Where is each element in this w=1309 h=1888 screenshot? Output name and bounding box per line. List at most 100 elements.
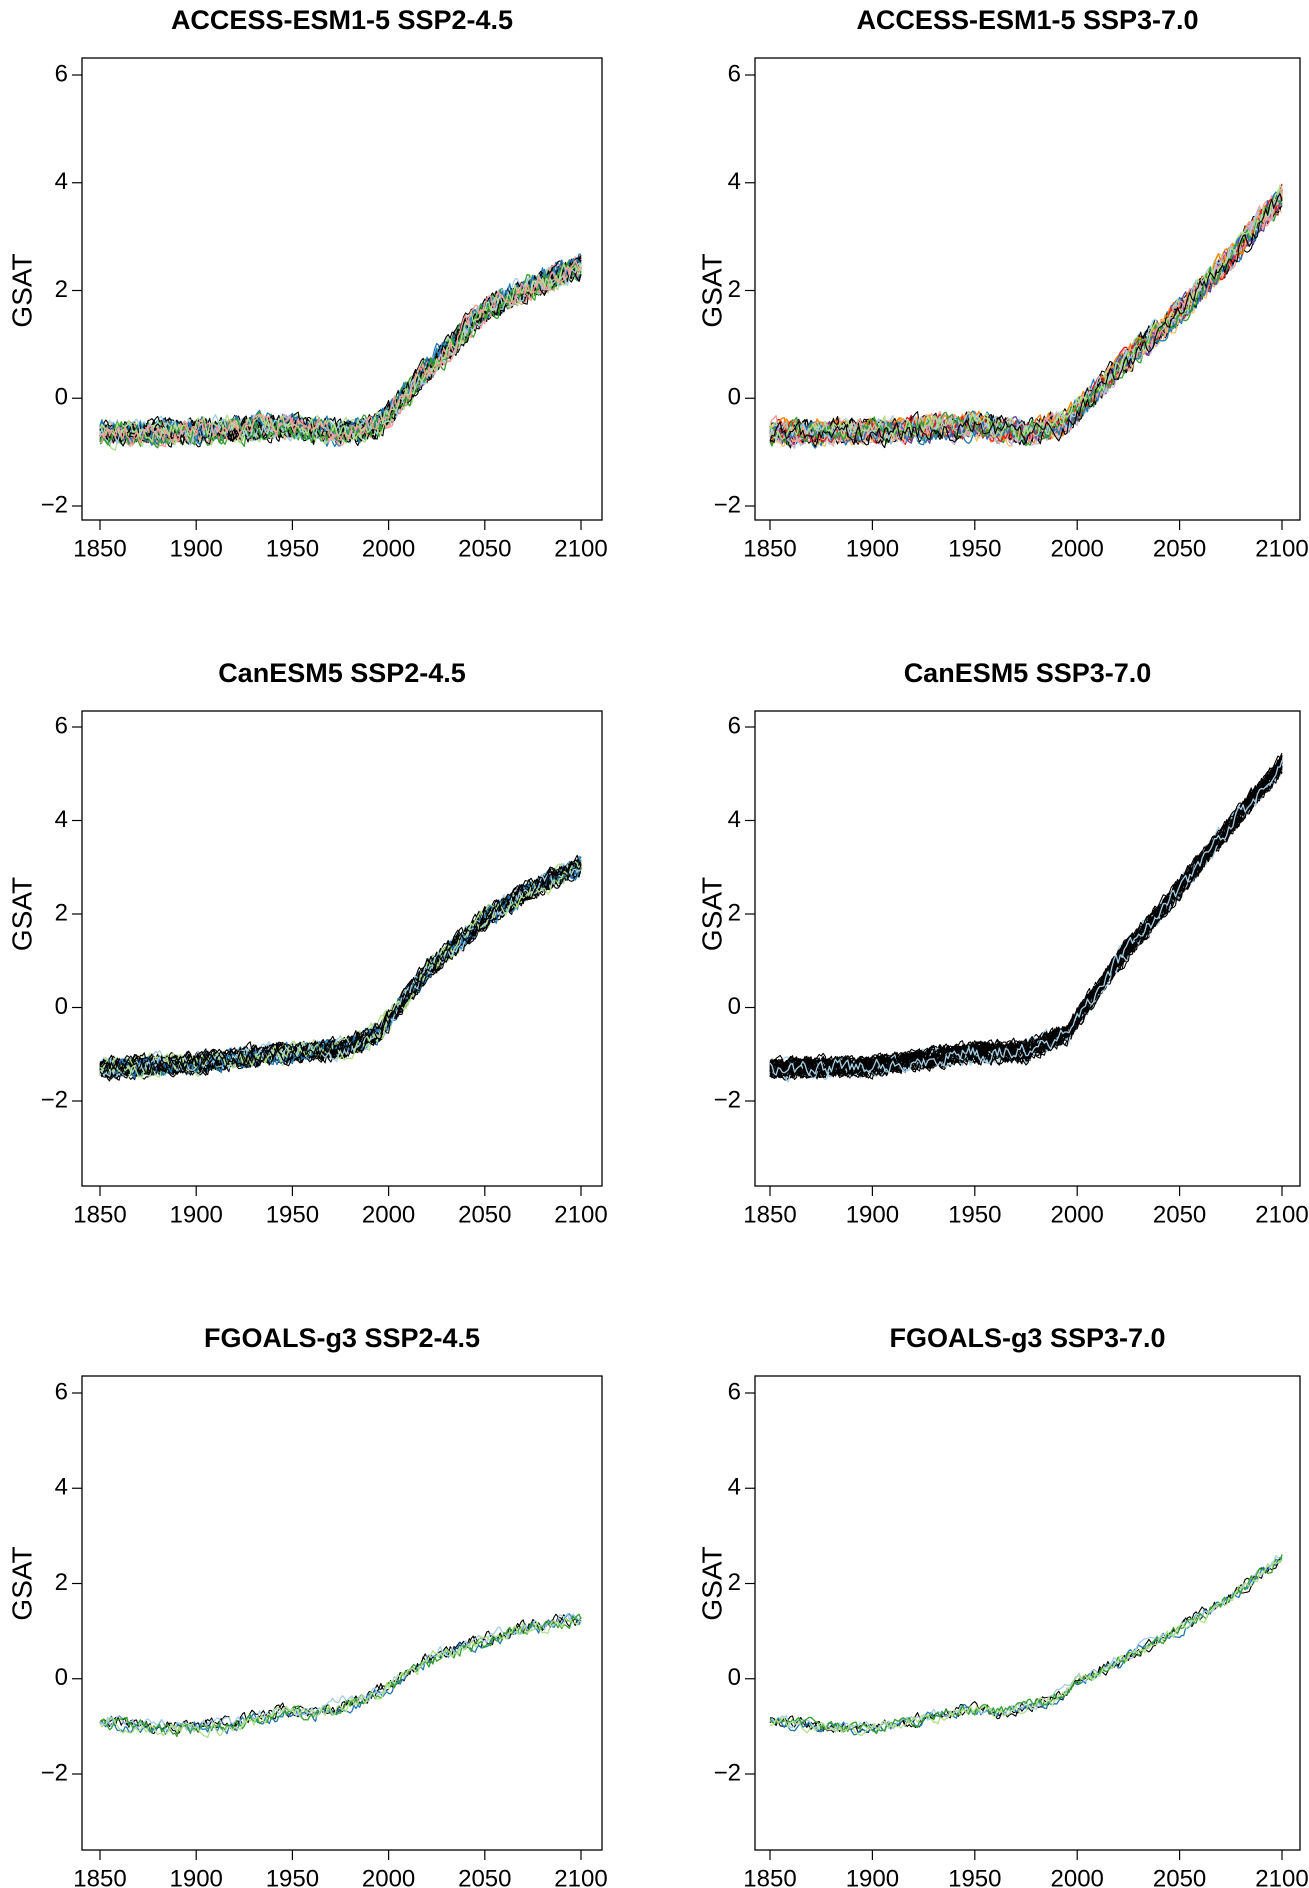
- ensemble-member-line: [769, 196, 1283, 443]
- ensemble-member-line: [769, 761, 1283, 1079]
- x-tick-label: 1900: [170, 1201, 223, 1228]
- ensemble-member-line: [769, 755, 1283, 1076]
- y-axis: −2 0 2 4 6: [41, 1378, 82, 1786]
- ensemble-member-line: [769, 759, 1283, 1079]
- x-tick-label: 2100: [554, 1201, 607, 1228]
- ensemble-member-line: [769, 197, 1283, 447]
- ensemble-member-line: [769, 190, 1283, 441]
- y-tick-label: 6: [55, 1378, 68, 1405]
- y-tick-label: −2: [41, 1086, 68, 1113]
- plot-frame: [754, 710, 1301, 1187]
- ensemble-member-line: [769, 193, 1283, 444]
- ensemble-member-line: [99, 859, 582, 1071]
- ensemble-member-line: [769, 764, 1283, 1075]
- ensemble-member-line: [769, 191, 1283, 442]
- y-axis: −2 0 2 4 6: [41, 60, 82, 518]
- ensemble-member-line: [769, 1555, 1283, 1733]
- x-tick-label: 2100: [1255, 1201, 1308, 1228]
- panel-fgoals-g3-ssp245: FGOALS-g3 SSP2-4.5 GSAT −2 0 2 4 6 1850 1900 19…: [6, 1323, 607, 1888]
- ensemble-member-line: [769, 1556, 1283, 1733]
- ensemble-member-line: [769, 184, 1283, 442]
- ensemble-member-line: [769, 757, 1283, 1078]
- ensemble-member-line: [99, 255, 582, 441]
- x-tick-label: 1850: [743, 1201, 796, 1228]
- y-tick-label: 0: [728, 993, 741, 1020]
- ensemble-member-line: [769, 765, 1283, 1078]
- ensemble-member-line: [769, 191, 1283, 447]
- y-axis-label: GSAT: [696, 1546, 727, 1620]
- ensemble-member-line: [769, 764, 1283, 1078]
- ensemble-member-line: [769, 1560, 1283, 1736]
- x-tick-label: 1850: [743, 1865, 796, 1888]
- y-tick-label: 4: [728, 806, 741, 833]
- y-tick-label: 6: [728, 712, 741, 739]
- x-axis: 1850 1900 1950 2000 2050 2100: [73, 1850, 608, 1888]
- ensemble-member-line: [769, 762, 1283, 1078]
- ensemble-member-line: [99, 1617, 582, 1739]
- y-tick-label: 0: [55, 384, 68, 411]
- x-tick-label: 1850: [73, 535, 126, 562]
- y-tick-label: 2: [728, 276, 741, 303]
- x-tick-label: 2050: [458, 535, 511, 562]
- ensemble-member-line: [769, 192, 1283, 443]
- x-tick-label: 1900: [846, 1201, 899, 1228]
- ensemble-member-line: [99, 861, 582, 1076]
- x-tick-label: 2050: [1153, 1201, 1206, 1228]
- y-tick-label: 0: [728, 384, 741, 411]
- ensemble-member-line: [769, 760, 1283, 1079]
- x-axis: 1850 1900 1950 2000 2050 2100: [73, 520, 608, 562]
- ensemble-member-line: [769, 756, 1283, 1074]
- x-tick-label: 2100: [554, 1865, 607, 1888]
- ensemble-member-line: [769, 193, 1283, 448]
- x-axis: 1850 1900 1950 2000 2050 2100: [743, 520, 1309, 562]
- y-tick-label: 6: [728, 60, 741, 87]
- panel-canesm5-ssp245: CanESM5 SSP2-4.5 GSAT −2 0 2 4 6 1850 1900 1950…: [6, 658, 607, 1228]
- y-tick-label: 4: [55, 806, 68, 833]
- ensemble-member-line: [769, 770, 1283, 1078]
- ensemble-member-line: [769, 760, 1283, 1078]
- ensemble-member-line: [769, 758, 1283, 1078]
- ensemble-member-line: [769, 183, 1283, 443]
- ensemble-member-line: [99, 1613, 582, 1738]
- x-tick-label: 2050: [458, 1865, 511, 1888]
- x-axis: 1850 1900 1950 2000 2050 2100: [73, 1186, 608, 1228]
- ensemble-series: [99, 854, 582, 1082]
- ensemble-member-line: [769, 190, 1283, 447]
- ensemble-member-line: [769, 191, 1283, 446]
- x-axis: 1850 1900 1950 2000 2050 2100: [743, 1850, 1309, 1888]
- x-tick-label: 1950: [266, 1201, 319, 1228]
- ensemble-member-line: [769, 764, 1283, 1076]
- y-tick-label: −2: [41, 491, 68, 518]
- ensemble-member-line: [769, 765, 1283, 1079]
- y-tick-label: 0: [55, 1664, 68, 1691]
- panel-title: FGOALS-g3 SSP2-4.5: [204, 1323, 480, 1353]
- ensemble-member-line: [769, 762, 1283, 1080]
- y-tick-label: 4: [728, 168, 741, 195]
- ensemble-member-line: [769, 752, 1283, 1075]
- ensemble-member-line: [769, 762, 1283, 1076]
- ensemble-member-line: [769, 205, 1283, 449]
- ensemble-member-line: [769, 770, 1283, 1083]
- y-axis-label: GSAT: [6, 253, 37, 327]
- ensemble-member-line: [769, 186, 1283, 444]
- ensemble-member-line: [99, 253, 582, 440]
- x-tick-label: 2000: [1051, 1201, 1104, 1228]
- ensemble-member-line: [769, 770, 1283, 1081]
- plot-frame: [81, 710, 603, 1187]
- ensemble-member-line: [769, 192, 1283, 445]
- ensemble-member-line: [769, 760, 1283, 1077]
- y-tick-label: 6: [55, 60, 68, 87]
- x-tick-label: 1950: [266, 535, 319, 562]
- ensemble-member-line: [769, 762, 1283, 1080]
- x-tick-label: 2000: [362, 535, 415, 562]
- ensemble-member-line: [769, 200, 1283, 444]
- ensemble-member-line: [769, 190, 1283, 443]
- ensemble-member-line: [99, 259, 582, 446]
- panel-title: ACCESS-ESM1-5 SSP2-4.5: [171, 5, 513, 35]
- ensemble-series: [769, 1554, 1283, 1736]
- panel-access-esm1-5-ssp370: ACCESS-ESM1-5 SSP3-7.0 GSAT −2 0 2 4 6 1850 19…: [696, 5, 1308, 562]
- ensemble-member-line: [99, 863, 582, 1075]
- ensemble-member-line: [769, 759, 1283, 1075]
- ensemble-member-line: [769, 759, 1283, 1076]
- y-axis: −2 0 2 4 6: [714, 1378, 755, 1786]
